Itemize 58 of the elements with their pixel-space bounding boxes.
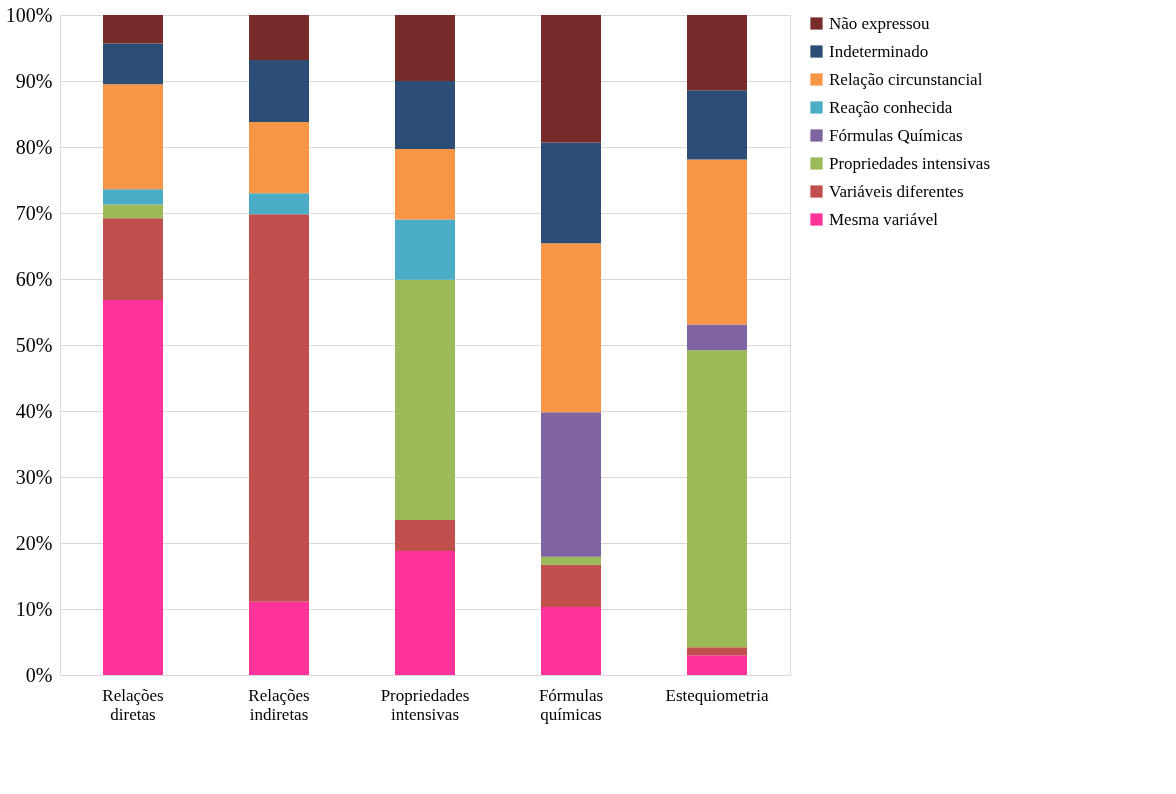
bar xyxy=(541,15,601,143)
y-tick-label: 80% xyxy=(15,135,53,158)
y-tick-label: 90% xyxy=(15,69,53,92)
legend-label: Reação conhecida xyxy=(829,97,953,117)
y-tick-label: 30% xyxy=(15,465,53,488)
bar xyxy=(541,243,601,413)
bar xyxy=(395,219,455,280)
bar xyxy=(687,655,747,675)
bar xyxy=(687,324,747,351)
bar xyxy=(541,412,601,557)
legend-label: Propriedades intensivas xyxy=(829,153,990,173)
bar xyxy=(103,204,163,219)
y-tick-label: 10% xyxy=(15,597,53,620)
x-tick-label: Propriedades intensivas xyxy=(380,685,470,724)
x-tick-label: Relações indiretas xyxy=(248,685,310,724)
bar xyxy=(541,556,601,565)
bar xyxy=(103,84,163,190)
y-tick-label: 70% xyxy=(15,201,53,224)
x-tick-label: Fórmulas químicas xyxy=(538,685,604,724)
y-tick-label: 20% xyxy=(15,531,53,554)
bar xyxy=(103,15,163,44)
legend-label: Mesma variável xyxy=(829,209,939,229)
bar xyxy=(395,81,455,149)
bar xyxy=(103,218,163,301)
legend-label: Relação circunstancial xyxy=(829,69,983,89)
bar xyxy=(541,142,601,244)
bar xyxy=(103,43,163,85)
bar xyxy=(541,607,601,675)
bar xyxy=(395,279,455,520)
y-tick-label: 40% xyxy=(15,399,53,422)
bar xyxy=(249,214,309,602)
bar xyxy=(395,519,455,551)
bar xyxy=(249,121,309,194)
bar xyxy=(249,15,309,60)
bar xyxy=(687,90,747,160)
bar xyxy=(249,601,309,675)
bar xyxy=(103,300,163,675)
x-tick-label: Relações diretas xyxy=(102,685,164,724)
bar xyxy=(103,189,163,205)
legend-label: Fórmulas Químicas xyxy=(829,125,963,145)
bar xyxy=(687,647,747,656)
y-tick-label: 100% xyxy=(5,3,53,26)
bar xyxy=(687,15,747,91)
legend-label: Indeterminado xyxy=(829,41,929,61)
bar xyxy=(395,148,455,220)
bar xyxy=(687,350,747,648)
bar xyxy=(395,15,455,81)
legend-label: Não expressou xyxy=(829,13,931,33)
bar xyxy=(249,193,309,215)
bar xyxy=(395,550,455,675)
x-tick-label: Estequiometria xyxy=(665,685,769,705)
y-tick-label: 60% xyxy=(15,267,53,290)
y-tick-label: 0% xyxy=(25,663,53,686)
bar xyxy=(249,59,309,122)
bar xyxy=(687,159,747,325)
bar xyxy=(541,564,601,608)
legend-label: Variáveis diferentes xyxy=(829,181,964,201)
y-tick-label: 50% xyxy=(15,333,53,356)
